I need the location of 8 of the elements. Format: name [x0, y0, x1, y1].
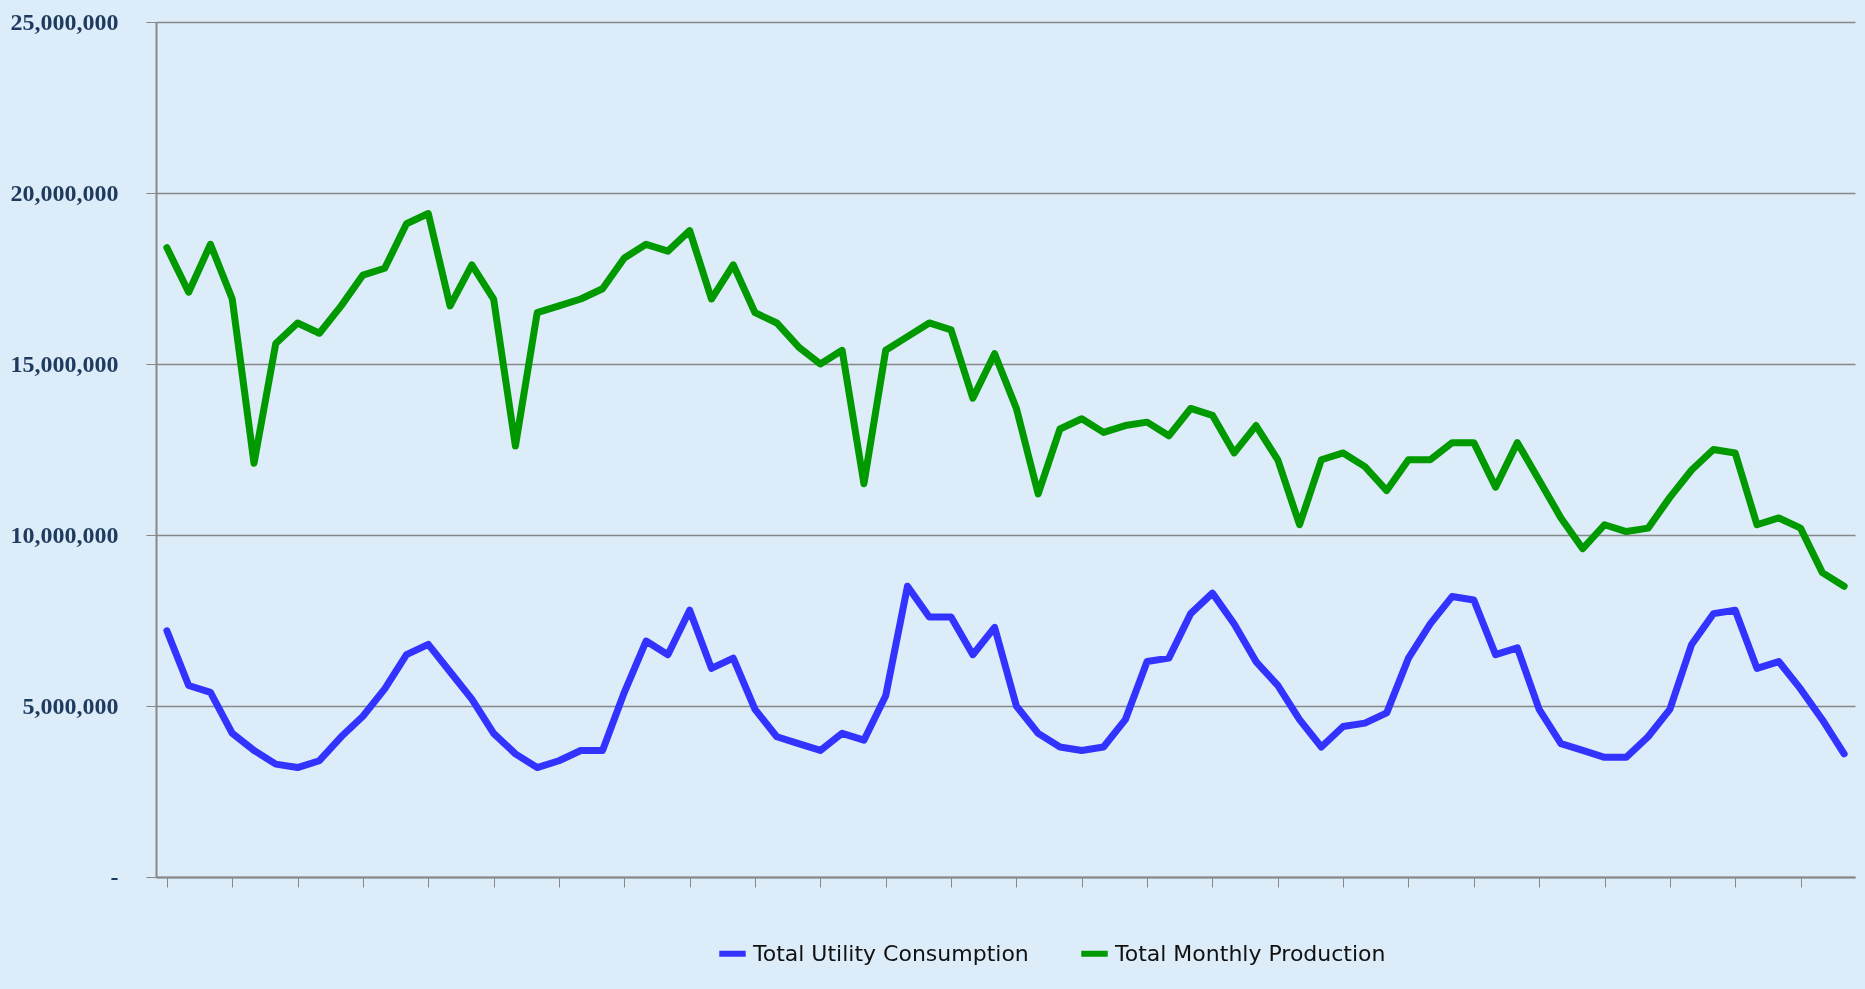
y-tick-label: - [110, 863, 119, 890]
y-tick-label: 15,000,000 [10, 350, 119, 377]
y-tick-label: 20,000,000 [10, 179, 119, 206]
y-tick-label: 5,000,000 [22, 692, 119, 719]
y-tick-label: 25,000,000 [10, 8, 119, 35]
y-tick-label: 10,000,000 [10, 521, 119, 548]
legend-label: Total Monthly Production [1114, 940, 1386, 966]
legend-label: Total Utility Consumption [752, 940, 1029, 966]
